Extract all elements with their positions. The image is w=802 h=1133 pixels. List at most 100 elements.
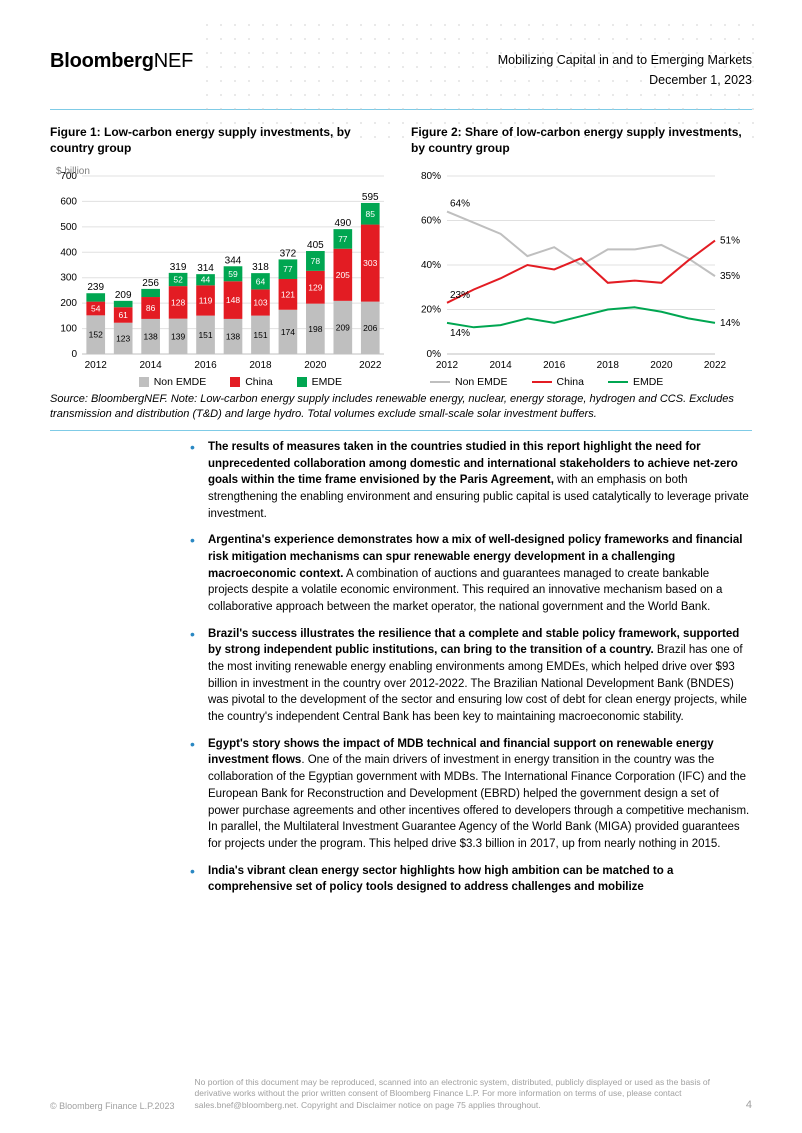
svg-text:59: 59 bbox=[228, 269, 238, 279]
svg-text:490: 490 bbox=[334, 219, 351, 230]
footer-disclaimer: No portion of this document may be repro… bbox=[195, 1077, 726, 1111]
svg-text:129: 129 bbox=[308, 283, 322, 293]
svg-text:152: 152 bbox=[89, 330, 103, 340]
svg-text:318: 318 bbox=[252, 263, 269, 274]
legend-swatch bbox=[139, 377, 149, 387]
svg-text:2016: 2016 bbox=[194, 360, 217, 371]
svg-text:2014: 2014 bbox=[140, 360, 163, 371]
header-meta: Mobilizing Capital in and to Emerging Ma… bbox=[498, 50, 752, 90]
logo-bold: Bloomberg bbox=[50, 50, 154, 72]
doc-date: December 1, 2023 bbox=[498, 70, 752, 90]
svg-text:2022: 2022 bbox=[359, 360, 382, 371]
legend-label: Non EMDE bbox=[154, 376, 207, 388]
svg-text:2022: 2022 bbox=[704, 360, 727, 371]
svg-text:209: 209 bbox=[336, 323, 350, 333]
bullet-item: Argentina's experience demonstrates how … bbox=[190, 532, 752, 615]
svg-text:2018: 2018 bbox=[597, 360, 620, 371]
svg-text:2020: 2020 bbox=[304, 360, 327, 371]
svg-text:128: 128 bbox=[171, 298, 185, 308]
doc-title: Mobilizing Capital in and to Emerging Ma… bbox=[498, 50, 752, 70]
legend-swatch bbox=[297, 377, 307, 387]
bullet-item: Egypt's story shows the impact of MDB te… bbox=[190, 736, 752, 853]
figure-2: Figure 2: Share of low-carbon energy sup… bbox=[411, 124, 752, 372]
svg-text:77: 77 bbox=[338, 234, 348, 244]
svg-text:35%: 35% bbox=[720, 272, 740, 283]
svg-text:2016: 2016 bbox=[543, 360, 566, 371]
svg-text:0: 0 bbox=[71, 349, 77, 360]
svg-text:239: 239 bbox=[87, 283, 104, 294]
footer-page-number: 4 bbox=[746, 1099, 752, 1111]
svg-text:20%: 20% bbox=[421, 305, 441, 316]
figure-1: Figure 1: Low-carbon energy supply inves… bbox=[50, 124, 391, 372]
bullet-bold: India's vibrant clean energy sector high… bbox=[208, 865, 673, 894]
legend-label: EMDE bbox=[633, 376, 663, 388]
svg-text:64%: 64% bbox=[450, 199, 470, 210]
footer-copyright: © Bloomberg Finance L.P.2023 bbox=[50, 1101, 175, 1111]
svg-text:138: 138 bbox=[226, 332, 240, 342]
svg-text:2012: 2012 bbox=[85, 360, 108, 371]
svg-text:595: 595 bbox=[362, 192, 379, 203]
svg-text:0%: 0% bbox=[427, 349, 442, 360]
svg-text:205: 205 bbox=[336, 270, 350, 280]
legend-line bbox=[430, 381, 450, 383]
svg-text:121: 121 bbox=[281, 290, 295, 300]
svg-text:61: 61 bbox=[118, 310, 128, 320]
svg-text:86: 86 bbox=[146, 303, 156, 313]
svg-text:314: 314 bbox=[197, 264, 214, 275]
legend-swatch bbox=[230, 377, 240, 387]
bullet-rest: . One of the main drivers of investment … bbox=[208, 754, 749, 849]
logo-light: NEF bbox=[154, 50, 193, 72]
legend-item: China bbox=[532, 376, 584, 388]
svg-text:344: 344 bbox=[225, 256, 242, 267]
svg-text:151: 151 bbox=[198, 330, 212, 340]
svg-text:77: 77 bbox=[283, 265, 293, 275]
svg-text:198: 198 bbox=[308, 324, 322, 334]
svg-text:256: 256 bbox=[142, 278, 159, 289]
figure-1-chart: 0100200300400500600700$ billion152542391… bbox=[50, 162, 390, 372]
svg-text:80%: 80% bbox=[421, 171, 441, 182]
legend-line bbox=[532, 381, 552, 383]
svg-text:500: 500 bbox=[60, 222, 77, 233]
svg-text:138: 138 bbox=[144, 332, 158, 342]
svg-text:78: 78 bbox=[311, 256, 321, 266]
legend-item: EMDE bbox=[297, 376, 342, 388]
svg-text:100: 100 bbox=[60, 324, 77, 335]
legend: Non EMDE China EMDE Non EMDE China EMDE bbox=[0, 372, 802, 388]
svg-text:300: 300 bbox=[60, 273, 77, 284]
svg-text:103: 103 bbox=[253, 298, 267, 308]
footer: © Bloomberg Finance L.P.2023 No portion … bbox=[50, 1077, 752, 1111]
svg-text:174: 174 bbox=[281, 327, 295, 337]
legend-label: China bbox=[245, 376, 272, 388]
svg-text:400: 400 bbox=[60, 248, 77, 259]
legend-label: China bbox=[557, 376, 584, 388]
svg-text:44: 44 bbox=[201, 275, 211, 285]
figure-2-chart: 0%20%40%60%80%64%23%14%51%35%14%20122014… bbox=[411, 162, 751, 372]
svg-text:14%: 14% bbox=[450, 328, 470, 339]
legend-item: Non EMDE bbox=[430, 376, 508, 388]
svg-text:151: 151 bbox=[253, 330, 267, 340]
svg-text:148: 148 bbox=[226, 295, 240, 305]
svg-text:119: 119 bbox=[199, 296, 213, 306]
svg-text:52: 52 bbox=[173, 275, 183, 285]
svg-text:2012: 2012 bbox=[436, 360, 459, 371]
bullet-item: India's vibrant clean energy sector high… bbox=[190, 863, 752, 896]
svg-text:319: 319 bbox=[170, 262, 187, 273]
svg-text:64: 64 bbox=[256, 277, 266, 287]
svg-text:40%: 40% bbox=[421, 260, 441, 271]
svg-text:139: 139 bbox=[171, 332, 185, 342]
svg-text:206: 206 bbox=[363, 323, 377, 333]
svg-text:60%: 60% bbox=[421, 216, 441, 227]
svg-text:2018: 2018 bbox=[249, 360, 272, 371]
charts-row: Figure 1: Low-carbon energy supply inves… bbox=[0, 110, 802, 372]
svg-text:600: 600 bbox=[60, 197, 77, 208]
svg-text:303: 303 bbox=[363, 258, 377, 268]
bullet-item: The results of measures taken in the cou… bbox=[190, 439, 752, 522]
svg-text:200: 200 bbox=[60, 299, 77, 310]
svg-text:$ billion: $ billion bbox=[56, 166, 90, 177]
legend-line bbox=[608, 381, 628, 383]
page-header: BloombergNEF Mobilizing Capital in and t… bbox=[0, 0, 802, 89]
svg-text:23%: 23% bbox=[450, 290, 470, 301]
svg-text:2014: 2014 bbox=[489, 360, 512, 371]
svg-text:209: 209 bbox=[115, 290, 132, 301]
svg-text:372: 372 bbox=[280, 249, 297, 260]
